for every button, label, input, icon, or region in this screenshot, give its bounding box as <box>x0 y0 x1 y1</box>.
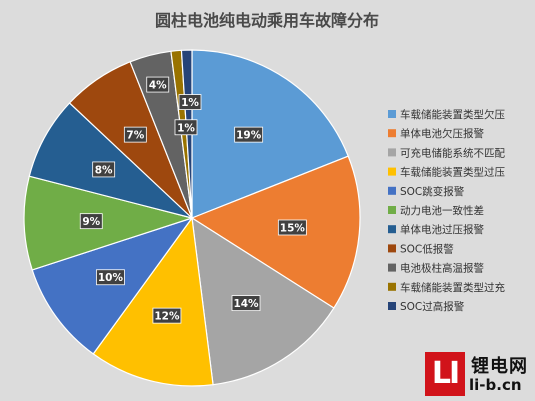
pie-slice <box>191 49 349 219</box>
pie-data-label: 1% <box>174 119 198 136</box>
svg-text:1%: 1% <box>181 97 199 109</box>
legend-swatch <box>388 110 396 118</box>
legend-label: 动力电池一致性差 <box>400 204 484 217</box>
pie-slice <box>191 216 335 386</box>
site-logo: LI <box>425 352 465 396</box>
legend-label: 可充电储能系统不匹配 <box>400 146 505 159</box>
pie-data-label: 10% <box>96 269 125 286</box>
legend-label: 单体电池过压报警 <box>400 223 484 236</box>
legend-label: 单体电池欠压报警 <box>400 127 484 140</box>
legend-label: SOC过高报警 <box>400 300 465 313</box>
svg-text:15%: 15% <box>280 222 306 234</box>
legend-item: SOC低报警 <box>388 242 454 255</box>
pie-data-label: 12% <box>152 307 182 324</box>
legend-item: SOC过高报警 <box>388 300 465 313</box>
svg-text:7%: 7% <box>126 130 144 142</box>
legend-label: 车载储能装置类型过充 <box>400 281 505 294</box>
svg-text:12%: 12% <box>154 311 180 323</box>
legend-swatch <box>388 129 396 138</box>
pie-slice <box>23 175 195 271</box>
legend-item: SOC跳变报警 <box>388 185 465 198</box>
legend-label: 电池极柱高温报警 <box>400 262 484 275</box>
legend-swatch <box>388 148 396 157</box>
chart-title: 圆柱电池纯电动乘用车故障分布 <box>155 11 379 30</box>
legend-swatch <box>388 206 396 214</box>
svg-text:8%: 8% <box>95 164 113 176</box>
legend-swatch <box>388 263 396 272</box>
pie-slices <box>23 49 361 387</box>
legend-item: 动力电池一致性差 <box>388 204 484 217</box>
legend-item: 车载储能装置类型过压 <box>388 166 505 179</box>
legend-item: 可充电储能系统不匹配 <box>388 146 505 159</box>
legend-item: 电池极柱高温报警 <box>388 262 484 275</box>
legend-label: 车载储能装置类型过压 <box>400 166 505 179</box>
pie-data-label: 8% <box>92 161 116 178</box>
pie-data-label: 14% <box>231 295 261 312</box>
legend-item: 车载储能装置类型欠压 <box>388 108 505 121</box>
pie-slice <box>31 216 194 355</box>
legend-item: 单体电池过压报警 <box>388 223 484 236</box>
legend-label: SOC低报警 <box>400 242 454 255</box>
svg-text:4%: 4% <box>149 80 167 92</box>
site-url: li-b.cn <box>469 376 522 394</box>
legend-swatch <box>388 225 396 234</box>
legend-swatch <box>388 186 396 195</box>
pie-data-label: 19% <box>234 126 264 143</box>
legend-swatch <box>388 282 396 291</box>
svg-text:14%: 14% <box>233 298 259 310</box>
site-name: 锂电网 <box>471 356 528 377</box>
pie-data-label: 4% <box>146 76 170 93</box>
legend-swatch <box>388 167 396 176</box>
site-watermark: LI 锂电网 li-b.cn <box>425 352 531 398</box>
legend-swatch <box>388 302 396 310</box>
svg-text:19%: 19% <box>236 130 262 142</box>
svg-text:9%: 9% <box>82 216 100 228</box>
pie-data-label: 1% <box>178 94 202 110</box>
legend-item: 车载储能装置类型过充 <box>388 281 505 294</box>
pie-data-label: 15% <box>277 219 307 236</box>
pie-slice <box>190 155 361 309</box>
pie-data-label: 9% <box>79 213 103 230</box>
svg-text:1%: 1% <box>177 122 195 134</box>
legend-item: 单体电池欠压报警 <box>388 127 484 140</box>
legend-label: 车载储能装置类型欠压 <box>400 108 505 121</box>
legend-label: SOC跳变报警 <box>400 185 465 198</box>
pie-data-labels: 19% 15% 14% 12% 10% 9% 8% 7% 4% 1% 1% <box>79 76 307 324</box>
pie-data-label: 7% <box>123 126 147 143</box>
svg-text:10%: 10% <box>98 272 124 284</box>
legend-swatch <box>388 244 396 253</box>
pie-slice <box>92 216 214 387</box>
